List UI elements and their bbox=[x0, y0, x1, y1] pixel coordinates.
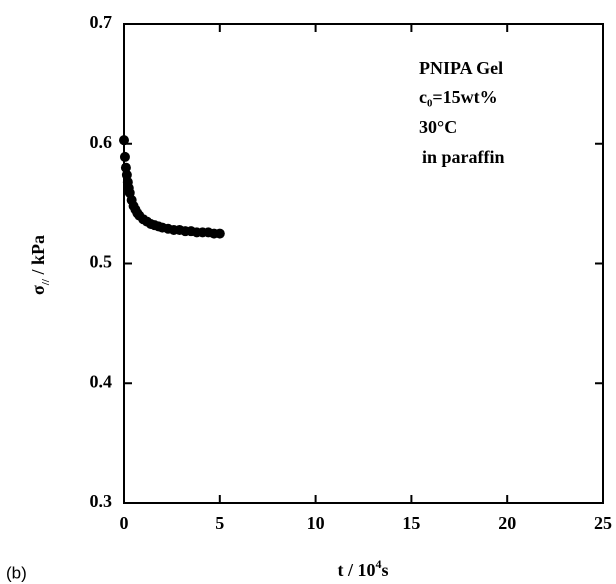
annotation: PNIPA Gel bbox=[419, 58, 503, 78]
x-tick-label: 20 bbox=[498, 513, 516, 533]
y-tick-label: 0.6 bbox=[90, 132, 113, 152]
y-label-part: / kPa bbox=[28, 235, 48, 279]
x-label-part: 4 bbox=[375, 557, 381, 571]
data-point bbox=[214, 228, 225, 239]
y-tick-label: 0.7 bbox=[90, 12, 113, 32]
annotation: c₀=15wt% bbox=[419, 87, 498, 107]
x-label-part: s bbox=[381, 560, 388, 580]
y-axis-label: σ// / kPa bbox=[28, 235, 51, 295]
y-tick-label: 0.3 bbox=[90, 491, 113, 511]
plot-frame bbox=[123, 23, 604, 504]
y-label-part: // bbox=[40, 278, 52, 286]
x-tick-label: 5 bbox=[215, 513, 224, 533]
annotation: in paraffin bbox=[422, 147, 505, 167]
y-tick-label: 0.5 bbox=[90, 252, 113, 272]
x-axis-label: t / 104s bbox=[337, 557, 388, 580]
data-point bbox=[119, 135, 129, 146]
x-tick-label: 0 bbox=[120, 513, 129, 533]
annotation: 30°C bbox=[419, 117, 457, 137]
x-tick-label: 10 bbox=[307, 513, 325, 533]
y-label-part: σ bbox=[28, 285, 48, 295]
panel-label: (b) bbox=[6, 563, 27, 582]
x-label-part: t / 10 bbox=[337, 560, 375, 580]
x-tick-label: 25 bbox=[594, 513, 612, 533]
y-tick-label: 0.4 bbox=[90, 371, 113, 391]
x-tick-label: 15 bbox=[402, 513, 420, 533]
data-point bbox=[119, 151, 130, 162]
